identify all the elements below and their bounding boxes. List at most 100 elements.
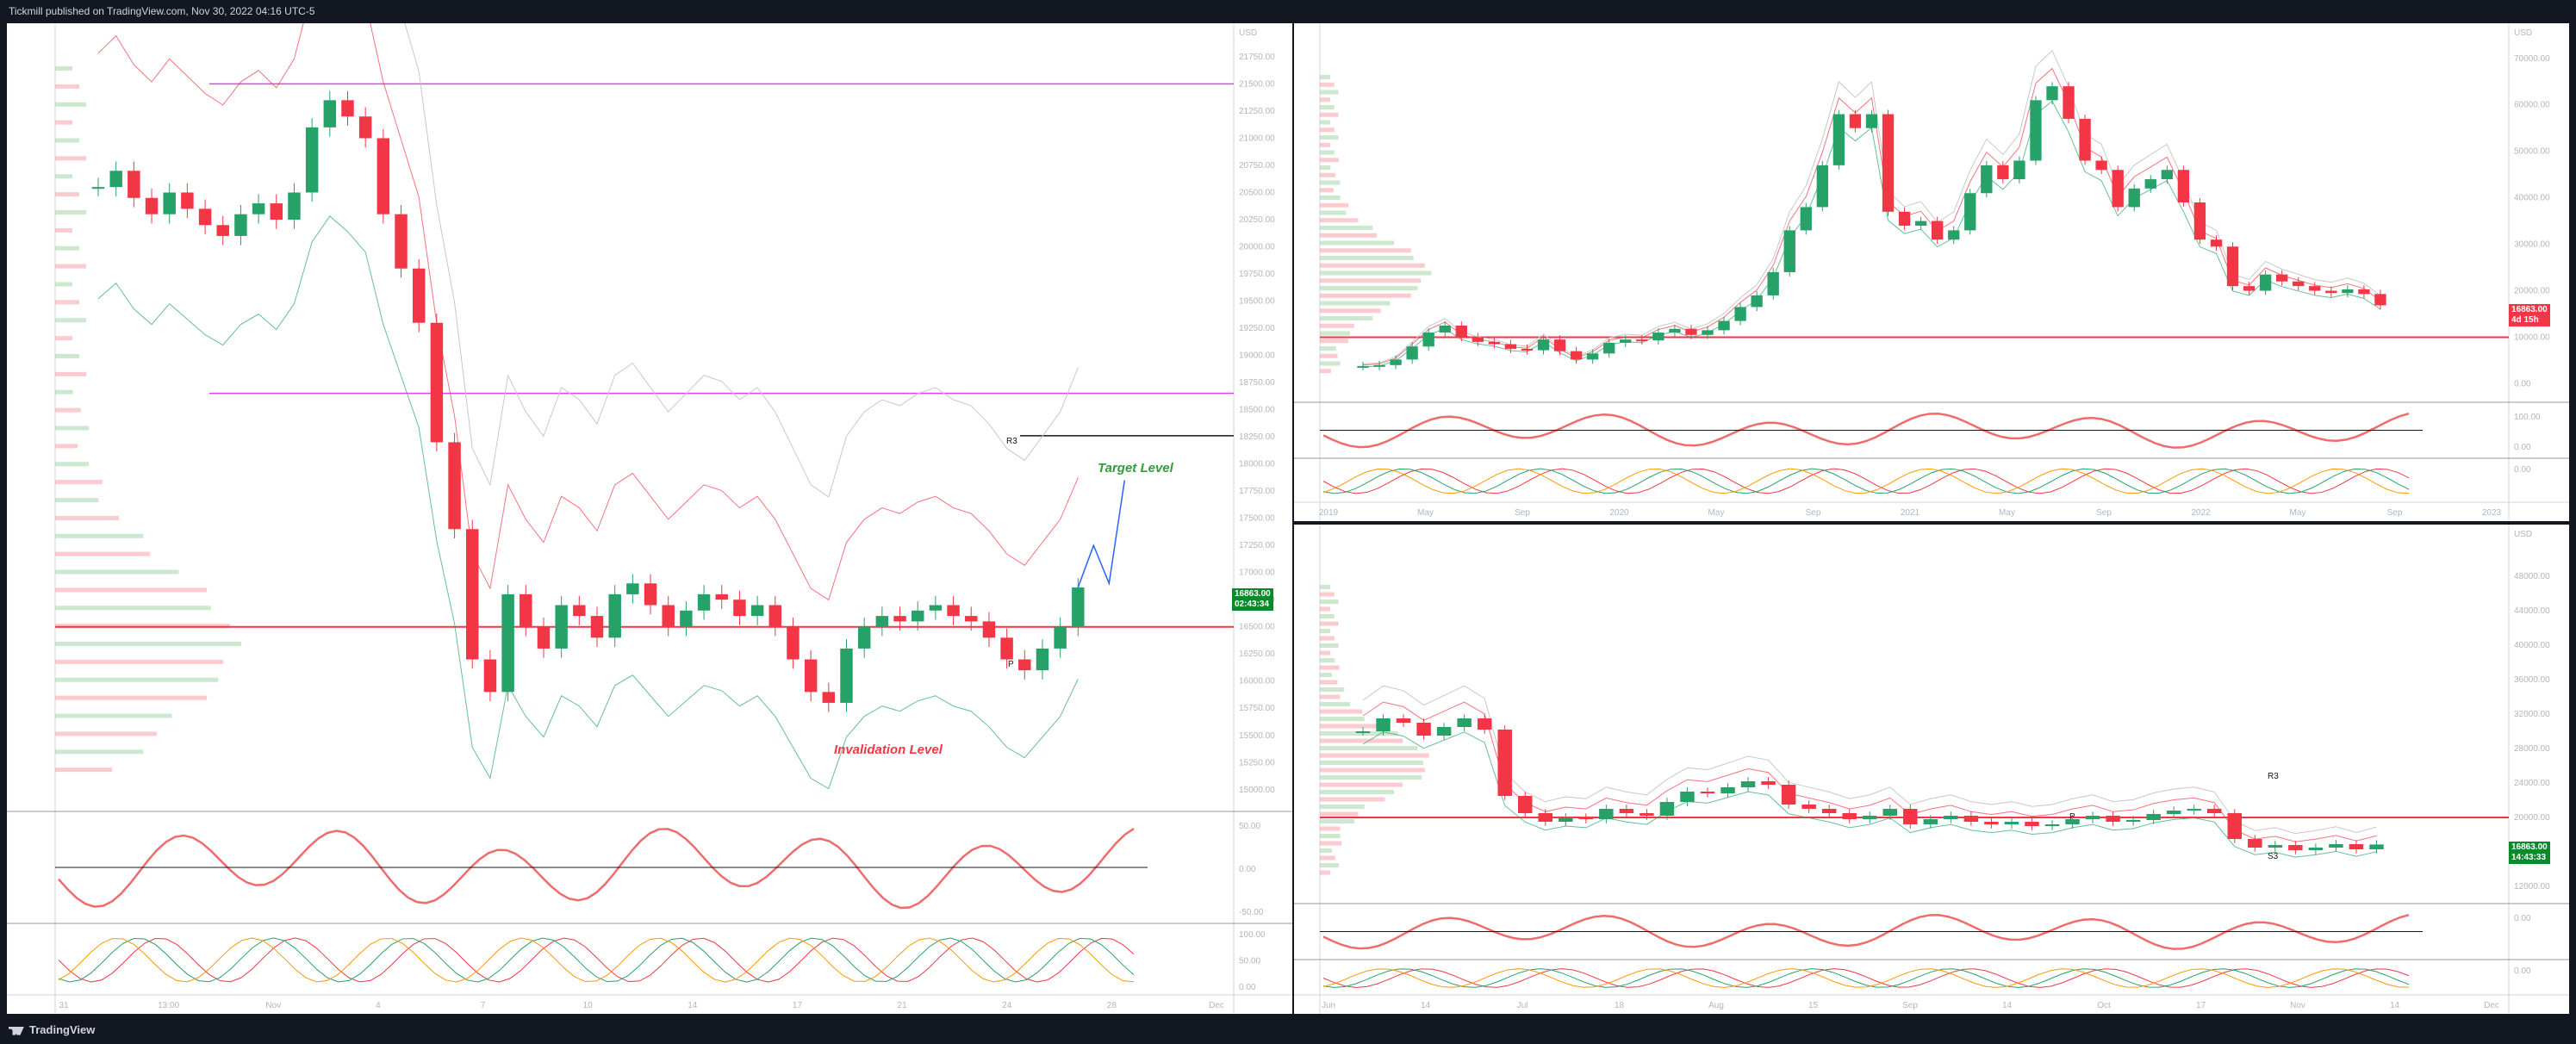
candle-body	[1783, 230, 1795, 272]
volume-profile-bar	[55, 245, 80, 251]
chart-top-right-svg[interactable]: USD 70000.00 60000.00 50000.00 40000.00 30000…	[1294, 23, 2569, 521]
volume-profile-bar	[1320, 782, 1403, 787]
volume-profile-bar	[1320, 863, 1340, 867]
currency-label: USD	[1239, 28, 1257, 38]
tradingview-logo[interactable]: TradingView	[9, 1023, 95, 1036]
candle-body	[626, 583, 639, 594]
chart-left-svg[interactable]: USD21750.0021500.0021250.0021000.0020750…	[7, 23, 1292, 1014]
candle-body	[537, 626, 551, 649]
support-band-line	[1362, 731, 2377, 858]
chart-bottom-right-svg[interactable]: USD 48000.00 44000.00 40000.00 36000.00 32000…	[1294, 525, 2569, 1014]
rsi-tick-label: -50.00	[1239, 908, 1264, 917]
x-tick-label: Oct	[2097, 1001, 2111, 1010]
brand-text: TradingView	[29, 1023, 96, 1036]
outer-band-line	[1362, 685, 2377, 835]
candle-body	[1948, 230, 1960, 240]
volume-profile-bar	[1320, 286, 1418, 290]
y-tick-label: 15500.00	[1239, 731, 1275, 741]
candle-body	[91, 187, 105, 190]
stoch-tick-label: 0.00	[2514, 966, 2531, 976]
stoch-line	[1322, 968, 2410, 988]
chart-panel-top-right[interactable]: USD 70000.00 60000.00 50000.00 40000.00 30000…	[1294, 23, 2569, 521]
y-tick-label: 16500.00	[1239, 623, 1275, 632]
candle-body	[715, 593, 728, 600]
volume-profile-bar	[1320, 316, 1373, 320]
x-tick-label: 13:00	[158, 1001, 179, 1010]
x-tick-label: May	[1708, 508, 1725, 518]
outer-band-line	[1362, 49, 2381, 364]
chart-panel-bottom-right[interactable]: USD 48000.00 44000.00 40000.00 36000.00 32000…	[1294, 525, 2569, 1014]
y-tick-label: 48000.00	[2514, 572, 2550, 581]
volume-profile-bar	[1320, 75, 1330, 79]
last-price-tag-bottom-right: 16863.00 14:43:33	[2509, 842, 2550, 864]
candle-body	[1720, 787, 1735, 793]
candle-body	[875, 616, 889, 627]
volume-profile-bar	[1320, 636, 1335, 641]
candle-body	[1559, 817, 1573, 822]
candle-body	[2227, 813, 2242, 839]
volume-profile-bar	[1320, 323, 1354, 328]
candle-body	[555, 605, 568, 649]
pivot-p-label-br: P	[2069, 812, 2075, 822]
candle-body	[2276, 274, 2288, 282]
candle-body	[929, 605, 943, 611]
candle-body	[1981, 165, 1993, 194]
countdown-top-right: 4d 15h	[2511, 315, 2539, 325]
volume-profile-bar	[1320, 658, 1335, 662]
candle-body	[305, 127, 319, 193]
x-tick-label: 2020	[1609, 508, 1629, 518]
volume-profile-bar	[1320, 82, 1335, 87]
volume-profile-bar	[1320, 790, 1395, 794]
candle-body	[1821, 809, 1837, 813]
volume-profile-bar	[1320, 97, 1330, 103]
candle-body	[2025, 822, 2039, 826]
volume-profile-bar	[1320, 775, 1422, 780]
stoch-line	[1322, 468, 2410, 494]
candle-body	[1477, 718, 1492, 730]
candle-body	[1932, 221, 1944, 240]
volume-profile-bar	[55, 606, 212, 611]
y-tick-label: 15750.00	[1239, 704, 1275, 713]
volume-profile-bar	[55, 210, 87, 214]
candle-body	[1355, 731, 1371, 733]
candle-body	[2085, 816, 2100, 819]
volume-profile-bar	[1320, 606, 1331, 612]
volume-profile-bar	[1320, 180, 1341, 185]
x-tick-label: 28	[1107, 1001, 1117, 1010]
candle-body	[697, 593, 711, 611]
y-tick-label: 20000.00	[1239, 243, 1275, 252]
y-tick-label: 19500.00	[1239, 297, 1275, 307]
volume-profile-bar	[55, 66, 72, 71]
volume-profile-bar	[1320, 621, 1339, 626]
candle-body	[2369, 844, 2384, 849]
candle-body	[1700, 792, 1715, 793]
stoch-tick-label: 100.00	[1239, 930, 1266, 940]
y-tick-label: 70000.00	[2514, 54, 2550, 64]
volume-profile-bar	[55, 569, 179, 575]
volume-profile-bar	[1320, 120, 1331, 125]
candle-body	[733, 600, 746, 617]
chart-panel-left[interactable]: USD 21750.00 21500.00 21250.00 21000.00 20750…	[7, 23, 1292, 1014]
candle-body	[1849, 114, 1862, 128]
candle-body	[2079, 118, 2091, 161]
candle-body	[1801, 805, 1816, 809]
candle-body	[1373, 364, 1385, 367]
x-tick-label: 17	[793, 1001, 803, 1010]
last-price-top-right: 16863.00	[2511, 305, 2548, 314]
y-tick-label: 0.00	[2514, 379, 2531, 388]
candle-body	[1865, 114, 1878, 128]
candle-body	[2125, 820, 2141, 822]
candle-body	[787, 626, 800, 660]
candle-body	[1882, 114, 1895, 212]
publisher-bar: Tickmill published on TradingView.com, N…	[0, 0, 2576, 22]
candle-body	[1396, 718, 1411, 723]
y-tick-label: 24000.00	[2514, 779, 2550, 788]
stoch-tick-label: 0.00	[1239, 983, 1256, 992]
candle-body	[2358, 289, 2370, 295]
candle-body	[1767, 271, 1779, 295]
stoch-line	[58, 937, 1135, 983]
candle-body	[2243, 286, 2256, 291]
publisher-text: Tickmill published on TradingView.com, N…	[9, 5, 315, 17]
volume-profile-bar	[1320, 112, 1339, 117]
y-tick-label: 21750.00	[1239, 53, 1275, 62]
